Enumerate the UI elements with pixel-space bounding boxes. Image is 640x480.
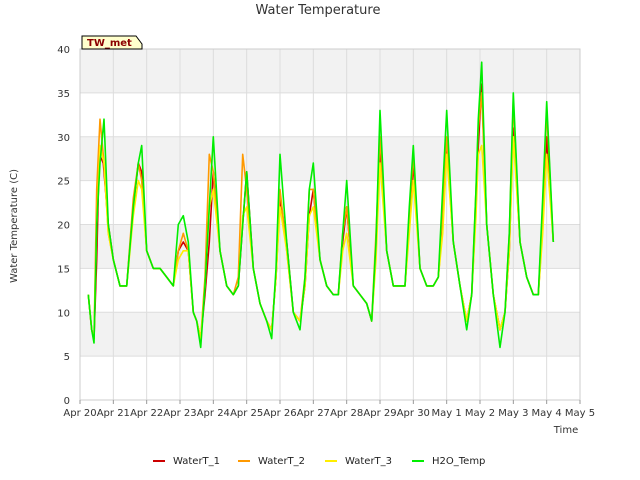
y-tick-label: 0 xyxy=(64,396,70,407)
legend-label: H2O_Temp xyxy=(432,456,485,467)
x-tick-label: Apr 22 xyxy=(130,408,163,419)
y-tick-label: 25 xyxy=(57,177,70,188)
legend-item-watert_1: WaterT_1 xyxy=(153,456,220,467)
legend-label: WaterT_1 xyxy=(173,456,220,467)
x-tick-label: Apr 21 xyxy=(97,408,130,419)
y-tick-label: 5 xyxy=(64,352,70,363)
legend: WaterT_1 WaterT_2 WaterT_3 H2O_Temp xyxy=(153,456,485,467)
plot-band xyxy=(80,312,580,357)
plot-frame xyxy=(79,48,581,401)
station-badge: TW_met xyxy=(81,35,143,50)
station-badge-box xyxy=(81,35,143,50)
plot-band xyxy=(80,356,580,400)
x-tick-label: Apr 30 xyxy=(397,408,430,419)
plot-band xyxy=(80,92,580,137)
y-tick-label: 20 xyxy=(57,221,70,232)
x-tick-labels: Apr 20 Apr 21 Apr 22 Apr 23 Apr 24 Apr 25 Apr … xyxy=(63,400,595,419)
legend-item-watert_3: WaterT_3 xyxy=(325,456,392,467)
legend-item-watert_2: WaterT_2 xyxy=(238,456,305,467)
x-tick-label: May 4 xyxy=(532,408,562,419)
y-tick-label: 10 xyxy=(57,308,70,319)
x-tick-label: Apr 29 xyxy=(363,408,396,419)
y-tick-label: 35 xyxy=(57,89,70,100)
legend-label: WaterT_3 xyxy=(345,456,392,467)
legend-label: WaterT_2 xyxy=(258,456,305,467)
plot-band xyxy=(80,180,580,225)
plot-band xyxy=(80,49,580,93)
y-axis-label: Water Temperature (C) xyxy=(9,169,20,283)
station-badge-label: TW_met xyxy=(87,38,132,49)
x-tick-label: Apr 25 xyxy=(230,408,263,419)
x-tick-label: Apr 20 xyxy=(63,408,96,419)
x-tick-label: Apr 23 xyxy=(163,408,196,419)
series-lines xyxy=(87,61,555,349)
y-tick-label: 30 xyxy=(57,133,70,144)
x-tick-label: May 3 xyxy=(498,408,528,419)
x-tick-label: May 5 xyxy=(565,408,595,419)
grid-lines xyxy=(79,48,581,401)
x-tick-label: May 1 xyxy=(432,408,462,419)
y-tick-labels: 0 5 10 15 20 25 30 35 40 xyxy=(57,45,70,407)
y-tick-label: 40 xyxy=(57,45,70,56)
series-line-h2o_temp xyxy=(87,61,555,349)
x-axis-label: Time xyxy=(553,425,578,436)
plot-bands xyxy=(80,49,580,400)
x-tick-label: Apr 26 xyxy=(263,408,296,419)
legend-item-h2o_temp: H2O_Temp xyxy=(412,456,485,467)
x-tick-label: Apr 24 xyxy=(197,408,230,419)
x-tick-label: Apr 27 xyxy=(297,408,330,419)
plot-band xyxy=(80,136,580,181)
x-tick-label: Apr 28 xyxy=(330,408,363,419)
y-tick-label: 15 xyxy=(57,264,70,275)
plot-band xyxy=(80,224,580,269)
chart-title: Water Temperature xyxy=(256,3,381,18)
x-tick-label: May 2 xyxy=(465,408,495,419)
